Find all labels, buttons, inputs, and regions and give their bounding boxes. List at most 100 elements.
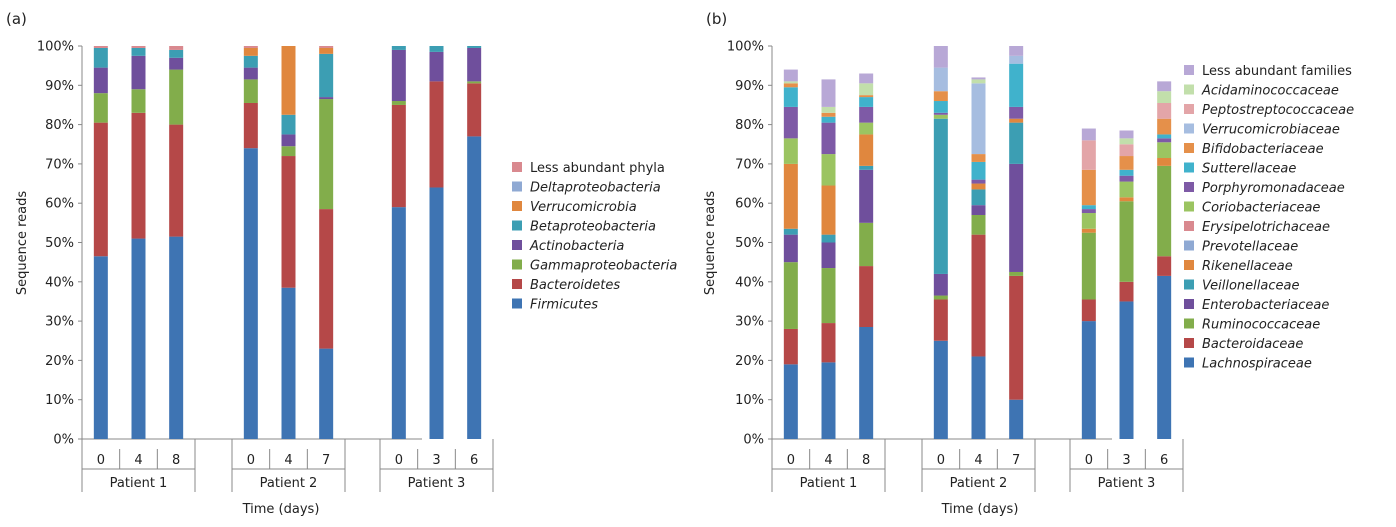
- panel-a-x-tick-label: 0: [395, 453, 403, 468]
- panel-a-group-label: Patient 1: [110, 476, 168, 491]
- panel-a-bar-segment: [169, 69, 184, 125]
- panel-b-legend: Less abundant families Acidaminococcaceae…: [1184, 64, 1354, 372]
- panel-a-bar-segment: [131, 112, 146, 239]
- panel-b-y-tick-label: 90%: [735, 79, 764, 94]
- panel-b-bar-segment: [1009, 55, 1024, 64]
- panel-a-bar-segment: [391, 101, 406, 105]
- panel-b-bar-segment: [859, 165, 874, 170]
- panel-b-legend-label: Bifidobacteriaceae: [1202, 142, 1324, 157]
- panel-b-x-tick-label: 0: [1085, 453, 1093, 468]
- panel-b-bar-segment: [1009, 118, 1024, 123]
- panel-b-bar-segment: [1119, 301, 1134, 439]
- panel-a-bar-segment: [93, 47, 108, 68]
- panel-b-bar-segment: [1157, 142, 1172, 159]
- panel-b-bar-segment: [1157, 118, 1172, 135]
- panel-b-bar-segment: [1009, 163, 1024, 272]
- panel-b-legend-swatch: [1184, 318, 1194, 329]
- panel-a-bar-segment: [243, 55, 258, 68]
- panel-a-bar-segment: [391, 49, 406, 102]
- panel-a-y-tick-label: 40%: [45, 275, 74, 290]
- panel-a-legend-label: Bacteroidetes: [530, 278, 620, 293]
- panel-b-bar-segment: [783, 69, 798, 82]
- panel-b-bar-segment: [1119, 197, 1134, 202]
- panel-a-bar-segment: [281, 156, 296, 288]
- panel-b-bar-segment: [859, 222, 874, 267]
- panel-b-bar-segment: [859, 83, 874, 96]
- panel-b-bar-segment: [783, 163, 798, 229]
- panel-b-x-tick-label: 8: [862, 453, 870, 468]
- panel-a-y-tick-label: 70%: [45, 157, 74, 172]
- panel-b-legend-label: Coriobacteriaceae: [1202, 201, 1320, 216]
- panel-b-legend-swatch: [1184, 338, 1194, 348]
- panel-b-x-tick-label: 6: [1160, 453, 1168, 468]
- panel-b-bar-segment: [821, 122, 836, 155]
- panel-a-bar-segment: [319, 46, 334, 48]
- panel-a-y-tick-label: 80%: [45, 118, 74, 133]
- panel-a-bar-segment: [319, 99, 334, 210]
- panel-b-y-tick-label: 30%: [735, 315, 764, 330]
- panel-b-bar-segment: [971, 205, 986, 215]
- panel-b-bar-segment: [1119, 156, 1134, 170]
- panel-a-x-tick-label: 0: [97, 453, 105, 468]
- panel-b-bar-segment: [821, 106, 836, 113]
- panel-a-bar-segment: [243, 148, 258, 439]
- panel-b-bar-segment: [1119, 181, 1134, 198]
- panel-b-y-tick-label: 50%: [735, 236, 764, 251]
- panel-a-y-tick-label: 30%: [45, 315, 74, 330]
- panel-b-bar-segment: [783, 234, 798, 263]
- panel-a-bar-segment: [319, 348, 334, 439]
- panel-a-y-tick-label: 100%: [37, 40, 74, 55]
- panel-b-bar-segment: [821, 242, 836, 269]
- panel-b-bar-segment: [821, 116, 836, 123]
- panel-b-y-tick-label: 60%: [735, 197, 764, 212]
- panel-b-bar-segment: [859, 73, 874, 84]
- panel-b-bar-segment: [933, 91, 948, 102]
- panel-b-bar-segment: [971, 189, 986, 206]
- panel-b-bar-segment: [1157, 256, 1172, 276]
- panel-a-bar-segment: [391, 104, 406, 208]
- panel-a-bar-segment: [281, 114, 296, 135]
- panel-b-legend-swatch: [1184, 84, 1194, 95]
- panel-b-bar-segment: [821, 112, 836, 117]
- panel-b-bar-segment: [1081, 232, 1096, 300]
- panel-a-bar-segment: [429, 51, 444, 82]
- panel-a-legend-swatch: [512, 279, 522, 289]
- panel-b-legend-swatch: [1184, 65, 1194, 75]
- panel-b-bar-segment: [1119, 144, 1134, 157]
- panel-b-x-axis-title: Time (days): [941, 502, 1019, 517]
- panel-a-y-tick-label: 10%: [45, 393, 74, 408]
- panel-b-legend-label: Erysipelotrichaceae: [1202, 220, 1330, 235]
- panel-b-bar-segment: [859, 95, 874, 98]
- panel-a-legend-swatch: [512, 162, 522, 172]
- panel-b-bar-segment: [1157, 165, 1172, 257]
- panel-a-bar-segment: [319, 97, 334, 100]
- panel-b-legend-swatch: [1184, 357, 1194, 368]
- panel-b-bar-segment: [1157, 275, 1172, 439]
- panel-b-bar-segment: [859, 106, 874, 123]
- panel-b-legend-label: Less abundant families: [1202, 64, 1352, 79]
- panel-a-bar-segment: [391, 207, 406, 439]
- panel-b-bar-segment: [1081, 209, 1096, 214]
- panel-b-bar-segment: [1119, 169, 1134, 176]
- panel-a-letter: (a): [6, 10, 27, 28]
- panel-a-group-label: Patient 2: [260, 476, 318, 491]
- panel-a-y-tick-label: 50%: [45, 236, 74, 251]
- panel-b-legend-label: Sutterellaceae: [1202, 162, 1296, 177]
- panel-a: (a) Sequence reads Time (days) 0% 10% 20% 3…: [6, 10, 677, 517]
- panel-a-bar-segment: [93, 93, 108, 123]
- panel-b-bar-segment: [933, 340, 948, 439]
- panel-a-bar-segment: [169, 124, 184, 237]
- panel-a-legend-label: Firmicutes: [530, 298, 598, 313]
- panel-b-bar-segment: [783, 83, 798, 88]
- panel-a-bar-segment: [319, 53, 334, 98]
- panel-a-x-tick-label: 6: [470, 453, 478, 468]
- panel-a-legend-label: Actinobacteria: [529, 239, 624, 254]
- panel-a-bar-segment: [169, 236, 184, 439]
- panel-a-legend-swatch: [512, 298, 522, 309]
- panel-a-y-tick-label: 60%: [45, 197, 74, 212]
- panel-a-bar-segment: [467, 47, 482, 82]
- panel-a-legend-swatch: [512, 220, 522, 231]
- panel-b-bar-segment: [859, 122, 874, 135]
- panel-b-bar-segment: [859, 326, 874, 439]
